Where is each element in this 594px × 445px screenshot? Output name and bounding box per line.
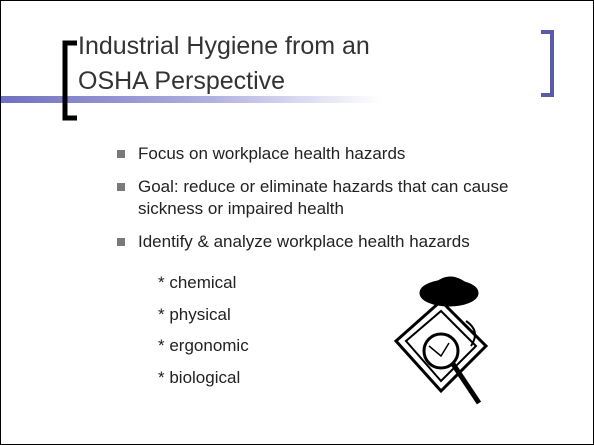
- bullet-marker: [117, 183, 125, 191]
- sub-item: * biological: [158, 362, 249, 394]
- sub-list: * chemical* physical* ergonomic* biologi…: [158, 267, 249, 393]
- left-bracket: [65, 43, 77, 118]
- bullet-text: Identify & analyze workplace health haza…: [138, 232, 470, 251]
- bullet-marker: [117, 150, 125, 158]
- bullet-item: Goal: reduce or eliminate hazards that c…: [117, 176, 577, 220]
- bullet-marker: [117, 238, 125, 246]
- right-bracket: [541, 32, 552, 95]
- sub-item: * physical: [158, 299, 249, 331]
- bullet-item: Identify & analyze workplace health haza…: [117, 231, 577, 253]
- sub-item: * ergonomic: [158, 330, 249, 362]
- bullet-list: Focus on workplace health hazards Goal: r…: [117, 143, 577, 264]
- slide: Industrial Hygiene from an OSHA Perspect…: [0, 0, 594, 445]
- bullet-item: Focus on workplace health hazards: [117, 143, 577, 165]
- bullet-text: Focus on workplace health hazards: [138, 144, 405, 163]
- detective-icon: [396, 278, 486, 403]
- slide-title: Industrial Hygiene from an OSHA Perspect…: [78, 29, 408, 99]
- sub-item: * chemical: [158, 267, 249, 299]
- bullet-text: Goal: reduce or eliminate hazards that c…: [138, 177, 508, 218]
